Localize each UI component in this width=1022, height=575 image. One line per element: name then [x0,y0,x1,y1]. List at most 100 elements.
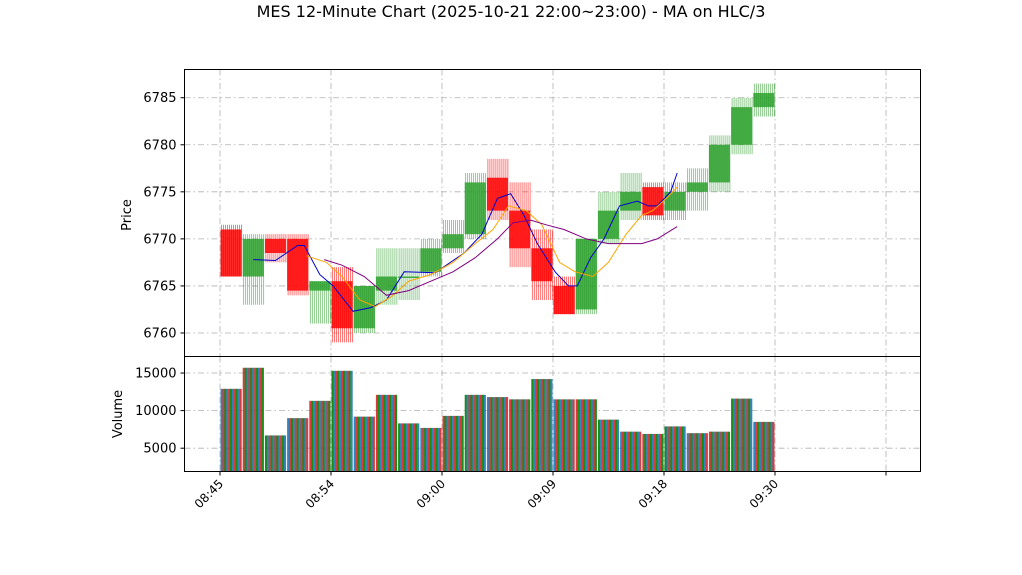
volume-tick-label: 10000 [135,404,176,419]
x-tick-label: 08:54 [303,477,337,511]
volume-bar [353,416,375,472]
x-tick-label: 09:00 [414,477,448,511]
volume-bar [553,399,575,472]
price-panel: 6760 6765 6770 6775 6780 6785 Price [120,69,921,357]
price-candles [220,83,775,343]
volume-bar [575,399,597,472]
moving-average-line-3 [324,219,678,296]
volume-bar [642,433,664,472]
candle [686,168,709,211]
candle-body [509,210,531,249]
price-tick-label: 6770 [143,232,176,247]
volume-panel: 5000 10000 15000 Volume [111,356,921,472]
x-tick-label: 08:45 [192,477,226,511]
volume-bar [509,399,531,472]
candle-body [486,177,508,211]
volume-bar [220,388,242,472]
candle-body [264,238,286,253]
candle [509,182,531,268]
volume-bar [531,379,553,472]
volume-bar [287,418,309,472]
price-tick-label: 6780 [143,138,176,153]
volume-bar [264,435,287,472]
candle [731,97,753,155]
volume-bar [686,433,708,472]
candle [287,234,309,296]
candle-body [375,276,397,291]
candle-body [442,234,464,249]
price-tick-label: 6775 [143,185,176,200]
candle-body [420,248,442,272]
price-tick-label: 6765 [143,279,176,294]
candle [553,276,575,315]
volume-bar [753,421,775,472]
volume-bar [420,427,442,472]
price-tick-label: 6760 [143,326,176,341]
candle [664,182,686,221]
candle-body [464,182,486,235]
candle-body [731,107,753,145]
volume-bar [242,367,264,472]
candle-body [531,248,553,282]
candle [420,238,442,277]
candle-body [686,182,708,192]
price-tick-label: 6785 [143,91,176,106]
candle [331,267,353,343]
candle [309,281,331,324]
candle-body [220,229,242,277]
candle [753,83,775,117]
volume-y-axis: 5000 10000 15000 [135,367,185,457]
x-tick-label: 09:09 [525,477,559,511]
candle-body [331,281,353,329]
volume-bar [620,431,642,472]
candle [220,224,242,277]
candle-body [753,93,775,108]
candle [242,234,265,305]
moving-average-lines [253,172,678,312]
moving-average-line-2 [306,186,678,308]
volume-bar [309,400,331,472]
candle-body [353,285,375,329]
price-axis-label: Price [120,199,135,231]
candle [620,173,642,221]
candle-body [575,238,597,310]
x-tick-label: 09:18 [636,477,670,511]
candle-body [242,238,264,277]
candle-body [398,276,420,279]
candle [486,158,509,221]
volume-axis-label: Volume [111,390,126,438]
candle [464,173,487,239]
volume-bar [464,394,486,472]
candle-body [664,191,686,211]
volume-bar [664,426,686,472]
candle-body [553,285,575,315]
volume-bar [731,398,753,472]
candle [442,220,464,253]
candle-body [287,238,309,291]
volume-bar [442,415,464,472]
price-plot-frame [184,69,921,357]
volume-bar [597,419,620,472]
volume-bar [708,431,731,472]
volume-bar [486,397,509,472]
volume-bar [398,423,420,472]
volume-bars [220,367,775,472]
candle [531,229,553,301]
x-axis: 08:45 08:54 09:00 09:09 09:18 09:30 [192,471,887,511]
candle-body [309,281,331,291]
chart-title: MES 12-Minute Chart (2025-10-21 22:00~23… [257,2,766,21]
volume-bar [331,370,353,472]
candle [708,135,731,192]
x-tick-label: 09:30 [747,477,781,511]
volume-bar [375,394,398,472]
candle-body [620,191,642,211]
candle [264,234,287,263]
volume-tick-label: 15000 [135,367,176,382]
candle [642,182,664,221]
volume-tick-label: 5000 [143,442,176,457]
candle-body [708,144,730,183]
price-y-axis: 6760 6765 6770 6775 6780 6785 [143,91,185,341]
moving-average-line-1 [253,172,678,312]
candle-body [642,187,664,216]
